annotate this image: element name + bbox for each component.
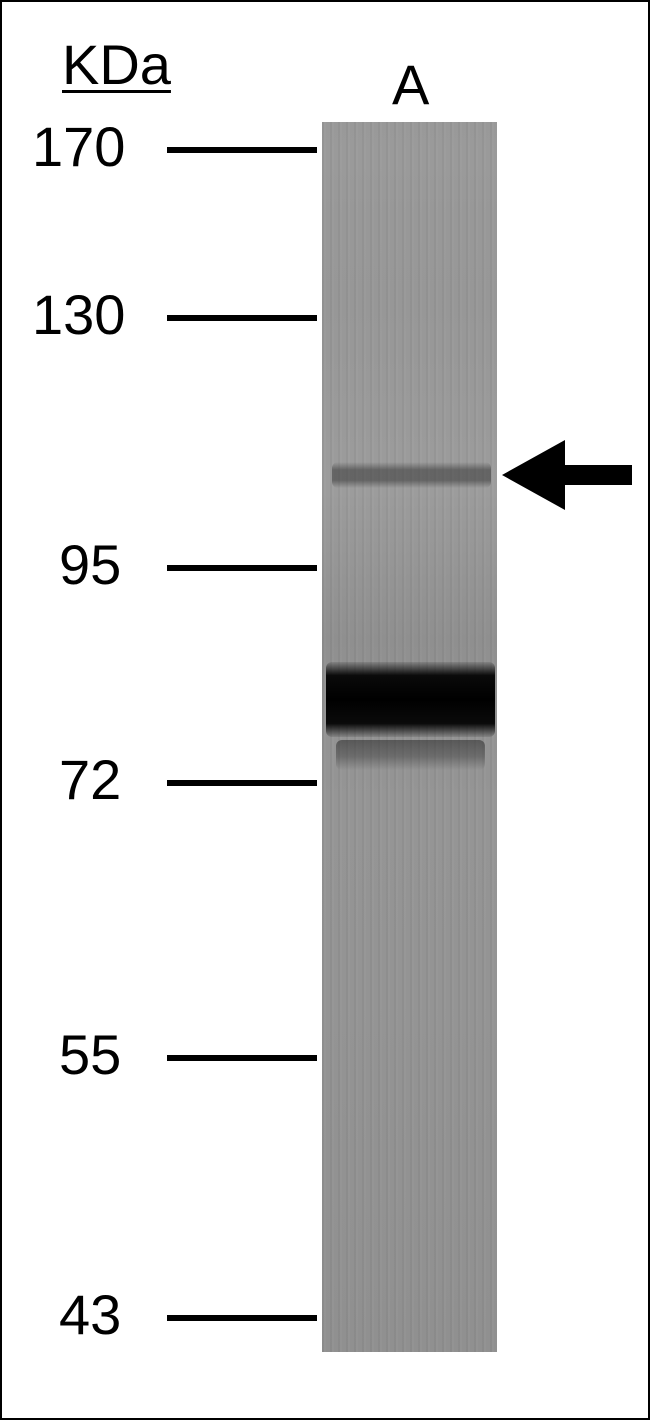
marker-label-170: 170: [32, 114, 125, 179]
marker-label-55: 55: [59, 1022, 121, 1087]
marker-label-43: 43: [59, 1282, 121, 1347]
marker-tick-95: [167, 565, 317, 571]
marker-tick-170: [167, 147, 317, 153]
lane-texture: [322, 122, 497, 1352]
unit-label: KDa: [62, 32, 171, 97]
marker-tick-72: [167, 780, 317, 786]
marker-label-130: 130: [32, 282, 125, 347]
marker-tick-43: [167, 1315, 317, 1321]
lane-label-a: A: [392, 52, 429, 117]
target-arrow: [502, 440, 632, 510]
blot-figure: KDa A 170 130 95 72 55 43: [0, 0, 650, 1420]
arrow-left-icon: [502, 440, 632, 510]
marker-tick-55: [167, 1055, 317, 1061]
main-band: [326, 662, 495, 737]
marker-tick-130: [167, 315, 317, 321]
target-band: [332, 462, 491, 488]
lane-a: [322, 122, 497, 1352]
lower-smear: [336, 740, 485, 770]
marker-label-72: 72: [59, 747, 121, 812]
marker-label-95: 95: [59, 532, 121, 597]
